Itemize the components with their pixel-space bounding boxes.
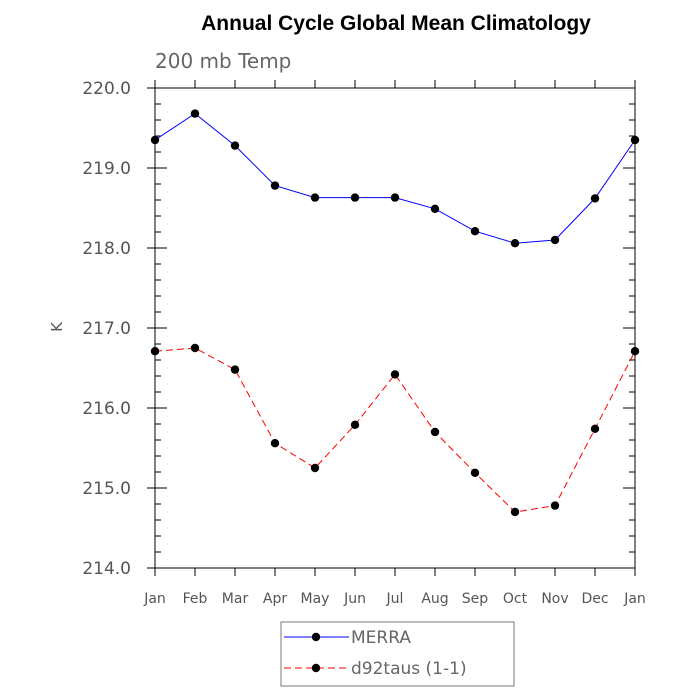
data-point	[430, 427, 440, 437]
y-tick-label: 219.0	[82, 159, 131, 179]
series-layer	[150, 109, 640, 517]
x-tick-label: Jul	[386, 591, 404, 607]
data-point	[150, 347, 160, 356]
x-tick-label: Mar	[222, 591, 249, 607]
legend-marker	[311, 632, 321, 642]
data-point	[550, 235, 560, 245]
data-point	[390, 193, 400, 202]
data-point	[510, 239, 520, 248]
data-point	[630, 347, 640, 356]
chart-title: Annual Cycle Global Mean Climatology	[201, 12, 591, 35]
x-tick-label: Oct	[503, 591, 528, 607]
legend: MERRA d92taus (1-1)	[280, 621, 515, 687]
y-axis-label: K	[48, 321, 66, 332]
chart-subtitle: 200 mb Temp	[155, 49, 291, 73]
x-tick-label: Sep	[462, 591, 489, 607]
x-tick-label: Jan	[143, 591, 166, 607]
data-point	[190, 343, 200, 353]
y-tick-label: 217.0	[82, 319, 131, 339]
data-point	[470, 227, 480, 236]
x-tick-label: Dec	[581, 591, 608, 607]
y-tick-label: 218.0	[82, 239, 131, 259]
data-point	[430, 204, 440, 213]
x-tick-label: Nov	[541, 591, 568, 607]
legend-marker	[311, 663, 321, 673]
legend-label: MERRA	[351, 628, 411, 648]
data-point	[390, 370, 400, 379]
data-point	[270, 181, 280, 190]
y-tick-label: 216.0	[82, 399, 131, 419]
data-point	[270, 439, 280, 448]
data-point	[550, 501, 560, 510]
x-tick-label: Apr	[263, 591, 287, 607]
x-tick-label: May	[301, 591, 330, 607]
legend-box	[280, 621, 515, 687]
data-point	[510, 507, 520, 517]
data-point	[190, 109, 200, 118]
x-tick-label: Jun	[343, 591, 366, 607]
data-point	[470, 468, 480, 477]
series-line-1	[154, 112, 636, 244]
data-point	[310, 193, 320, 202]
x-tick-label: Aug	[421, 591, 448, 607]
data-point	[150, 135, 160, 145]
data-point	[230, 365, 240, 374]
data-point	[350, 420, 360, 429]
data-point	[350, 193, 360, 202]
legend-label: d92taus (1-1)	[351, 659, 467, 679]
data-point	[310, 463, 320, 473]
plot-frame	[154, 87, 636, 569]
y-tick-label: 220.0	[82, 79, 131, 99]
data-point	[590, 194, 600, 203]
data-point	[630, 135, 640, 145]
x-tick-label: Jan	[623, 591, 646, 607]
y-tick-label: 215.0	[82, 479, 131, 499]
y-tick-label: 214.0	[82, 559, 131, 579]
axes-layer: 214.0 215.0 216.0 217.0 218.0 219.0 220.0 Jan Fe…	[82, 79, 645, 607]
x-tick-label: Feb	[183, 591, 208, 607]
data-point	[590, 424, 600, 433]
data-point	[230, 141, 240, 150]
